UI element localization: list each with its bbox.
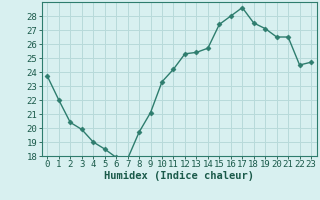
X-axis label: Humidex (Indice chaleur): Humidex (Indice chaleur): [104, 171, 254, 181]
